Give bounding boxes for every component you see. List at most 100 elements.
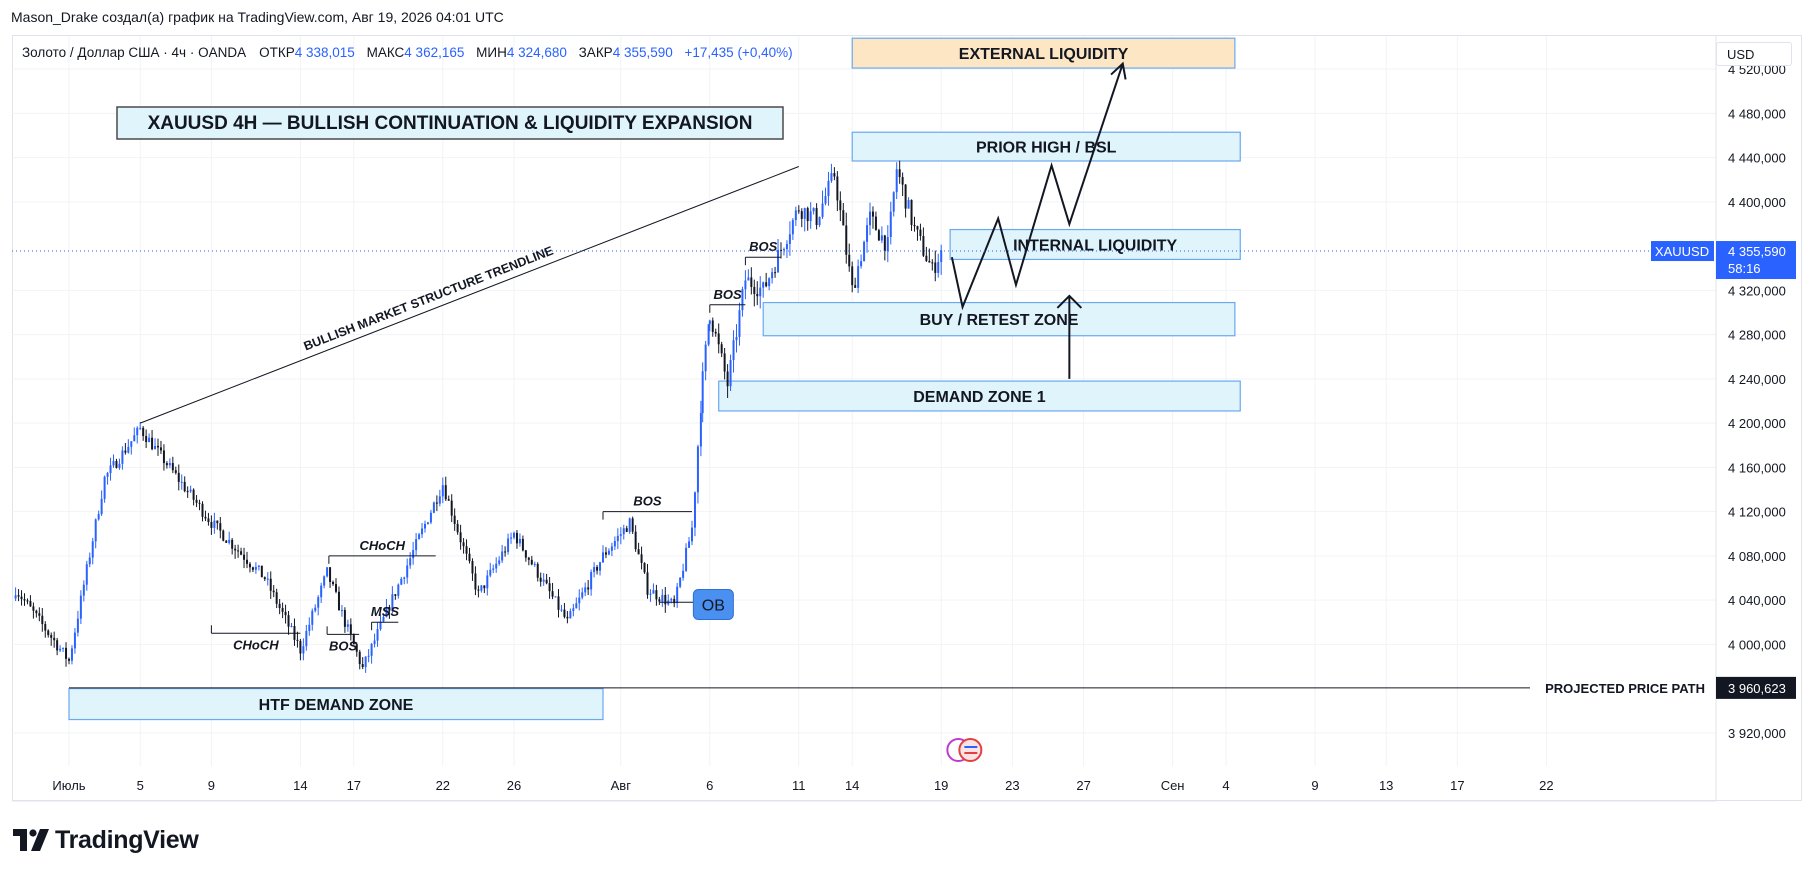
- candle-body: [421, 528, 424, 535]
- x-tick-label: 9: [1311, 778, 1318, 793]
- candle-body: [124, 450, 127, 453]
- candle-body: [20, 596, 23, 600]
- candle-body: [619, 534, 622, 536]
- candle-body: [774, 272, 777, 274]
- candle-body: [56, 640, 59, 651]
- candle-body: [97, 514, 100, 520]
- candle-body: [364, 656, 367, 668]
- candle-body: [251, 567, 254, 570]
- candle-body: [880, 235, 883, 241]
- axes-layer: 3 920,000 4 000,000 4 040,000 4 080,000 4 12…: [12, 36, 1796, 802]
- candle-body: [854, 285, 857, 288]
- candle-body: [388, 607, 391, 611]
- zone-rect: [851, 131, 1241, 162]
- candle-body: [438, 496, 441, 504]
- candle-body: [682, 570, 685, 578]
- candle-body: [290, 626, 293, 628]
- candle-body: [593, 567, 596, 573]
- legend-low-label: МИН: [476, 45, 507, 60]
- candle-body: [382, 616, 385, 622]
- candle-body: [809, 211, 812, 222]
- candle-body: [109, 465, 112, 474]
- candle-body: [59, 648, 62, 651]
- candle-body: [201, 503, 204, 517]
- y-tick-label: 4 280,000: [1728, 328, 1786, 343]
- candle-body: [447, 499, 450, 501]
- candle-body: [165, 463, 168, 466]
- candle-body: [701, 371, 704, 414]
- candle-body: [406, 565, 409, 578]
- candle-body: [916, 226, 919, 230]
- candle-body: [877, 230, 880, 241]
- y-tick-label: 3 920,000: [1728, 726, 1786, 741]
- candle-body: [839, 200, 842, 211]
- structure-label: MSS: [371, 604, 400, 619]
- candle-body: [474, 573, 477, 590]
- chart-title: XAUUSD 4H — BULLISH CONTINUATION & LIQUI…: [148, 113, 753, 134]
- candle-body: [17, 595, 20, 597]
- candle-body: [581, 592, 584, 598]
- candle-body: [833, 173, 836, 177]
- candle-body: [343, 610, 346, 627]
- legend-high-value: 4 362,165: [404, 45, 465, 60]
- tradingview-logo[interactable]: TradingView: [13, 826, 199, 854]
- candle-body: [213, 520, 216, 528]
- y-tick-label: 4 080,000: [1728, 549, 1786, 564]
- zone-label: EXTERNAL LIQUIDITY: [959, 46, 1129, 63]
- projected-path-arrowhead: [1110, 61, 1127, 80]
- candle-body: [907, 199, 910, 209]
- y-tick-label: 4 320,000: [1728, 283, 1786, 298]
- candle-body: [418, 534, 421, 540]
- candle-body: [934, 262, 937, 273]
- candle-body: [302, 646, 305, 654]
- candle-body: [883, 235, 886, 252]
- candle-body: [925, 255, 928, 261]
- currency-selector[interactable]: USD: [1716, 42, 1792, 66]
- legend-close-value: 4 355,590: [612, 45, 673, 60]
- candle-body: [136, 427, 139, 436]
- candle-body: [480, 585, 483, 591]
- candle-body: [895, 169, 898, 193]
- candle-body: [222, 530, 225, 541]
- candle-body: [762, 282, 765, 288]
- zone-label: HTF DEMAND ZONE: [259, 697, 414, 714]
- x-tick-label: 13: [1379, 778, 1393, 793]
- candle-body: [424, 523, 426, 529]
- candle-body: [812, 208, 815, 212]
- structure-label: CHoCH: [360, 538, 406, 553]
- candle-body: [845, 225, 848, 255]
- candle-body: [127, 446, 130, 453]
- ob-badge: [692, 589, 734, 621]
- candle-body: [260, 565, 263, 578]
- candle-body: [385, 607, 388, 617]
- candle-body: [118, 463, 121, 468]
- candle-body: [780, 249, 782, 251]
- legend-symbol[interactable]: Золото / Доллар США · 4ч · OANDA: [22, 45, 246, 60]
- candle-body: [613, 541, 616, 547]
- y-tick-label: 4 400,000: [1728, 195, 1786, 210]
- candle-body: [628, 518, 631, 532]
- candle-body: [50, 635, 53, 638]
- candle-body: [806, 208, 809, 222]
- candle-body: [192, 489, 195, 500]
- candle-body: [643, 562, 646, 573]
- candle-body: [545, 579, 548, 584]
- candle-body: [602, 552, 604, 563]
- candle-body: [186, 491, 189, 493]
- candle-body: [753, 286, 756, 294]
- symbol-tag: [1651, 241, 1714, 262]
- tradingview-logo-icon: [13, 829, 49, 851]
- x-tick-label: 14: [293, 778, 307, 793]
- candle-body: [412, 550, 415, 559]
- candle-body: [848, 254, 851, 267]
- candle-body: [815, 208, 818, 226]
- candle-body: [171, 463, 174, 471]
- candle-body: [370, 643, 373, 656]
- tradingview-logo-text: TradingView: [55, 825, 199, 854]
- candle-body: [785, 243, 788, 250]
- candle-body: [892, 192, 895, 212]
- candle-body: [284, 611, 287, 616]
- candle-body: [679, 577, 682, 587]
- candle-body: [85, 564, 88, 585]
